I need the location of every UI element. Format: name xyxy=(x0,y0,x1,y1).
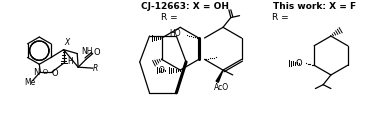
Text: Me: Me xyxy=(24,78,35,87)
Text: AcO: AcO xyxy=(214,83,229,92)
Polygon shape xyxy=(216,70,223,82)
Text: -O-: -O- xyxy=(41,69,51,75)
Text: This work: X = F: This work: X = F xyxy=(273,2,356,11)
Text: R =: R = xyxy=(272,13,288,22)
Text: NH: NH xyxy=(81,47,93,56)
Text: O: O xyxy=(159,66,165,75)
Text: O: O xyxy=(93,48,100,57)
Text: R: R xyxy=(93,64,98,73)
Text: R =: R = xyxy=(161,13,177,22)
Text: X: X xyxy=(64,38,69,47)
Text: CJ-12663: X = OH: CJ-12663: X = OH xyxy=(141,2,229,11)
Text: N: N xyxy=(33,68,40,77)
Text: O: O xyxy=(51,69,58,78)
Text: O: O xyxy=(296,59,302,68)
Text: HO: HO xyxy=(170,29,181,38)
Text: H: H xyxy=(68,57,73,66)
